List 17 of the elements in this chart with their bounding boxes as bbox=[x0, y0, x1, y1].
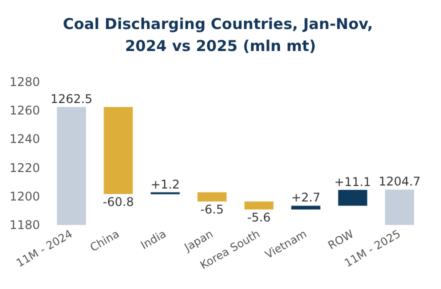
y-tick-label: 1260 bbox=[9, 104, 40, 118]
data-label: +1.2 bbox=[150, 177, 180, 192]
y-tick-label: 1280 bbox=[9, 75, 40, 89]
data-label: 1262.5 bbox=[50, 92, 92, 106]
data-label: -60.8 bbox=[102, 194, 134, 209]
data-label: +11.1 bbox=[334, 174, 372, 189]
y-tick-label: 1200 bbox=[9, 189, 40, 204]
chart-title: Coal Discharging Countries, Jan-Nov, 2024 vs 2025 (mln mt) bbox=[62, 15, 378, 55]
data-label: 1204.7 bbox=[378, 174, 421, 189]
x-tick-label: India bbox=[138, 227, 168, 252]
data-label: -5.6 bbox=[247, 210, 271, 225]
y-tick-label: 1180 bbox=[9, 218, 40, 232]
data-label: -6.5 bbox=[200, 202, 224, 217]
data-label: +2.7 bbox=[291, 190, 320, 205]
y-tick-label: 1240 bbox=[9, 132, 40, 146]
x-tick-label: China bbox=[88, 227, 122, 254]
y-tick-label: 1220 bbox=[9, 160, 40, 175]
